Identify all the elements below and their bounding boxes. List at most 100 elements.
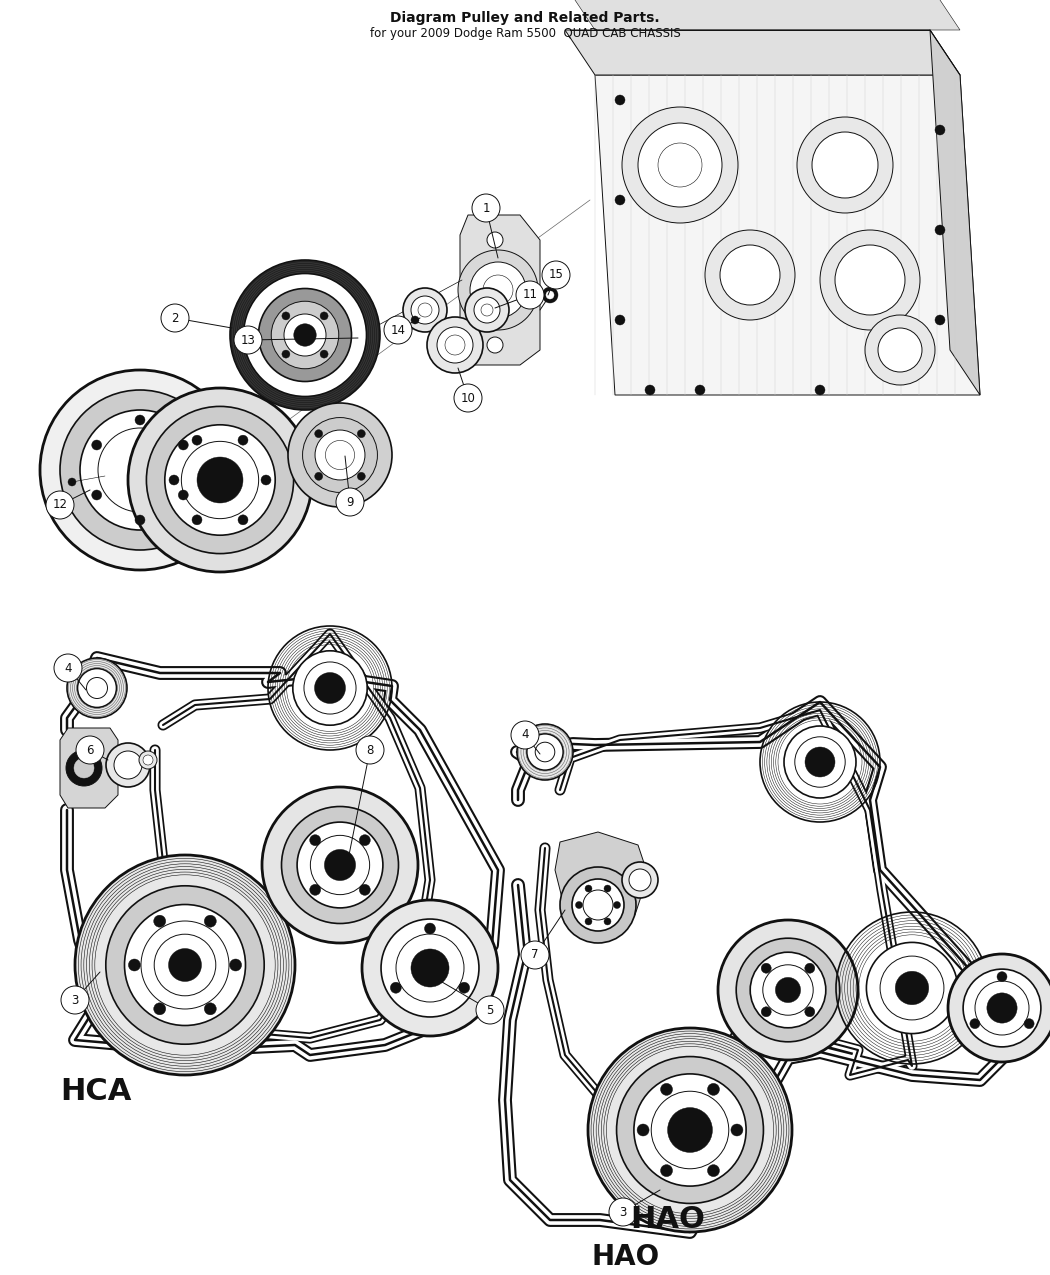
Circle shape bbox=[288, 403, 392, 507]
Circle shape bbox=[511, 720, 539, 748]
Circle shape bbox=[708, 1084, 719, 1095]
Circle shape bbox=[634, 1074, 747, 1186]
Text: 3: 3 bbox=[620, 1205, 627, 1219]
Text: 15: 15 bbox=[548, 269, 564, 282]
Circle shape bbox=[356, 736, 384, 764]
Circle shape bbox=[542, 261, 570, 289]
Circle shape bbox=[310, 835, 320, 845]
Circle shape bbox=[615, 315, 625, 325]
Circle shape bbox=[805, 747, 835, 776]
Circle shape bbox=[585, 885, 592, 892]
Circle shape bbox=[517, 724, 573, 780]
Circle shape bbox=[320, 351, 328, 358]
Circle shape bbox=[761, 1007, 771, 1016]
Text: 5: 5 bbox=[486, 1003, 494, 1016]
Circle shape bbox=[474, 297, 500, 323]
Text: 10: 10 bbox=[461, 391, 476, 404]
Circle shape bbox=[143, 755, 153, 765]
Polygon shape bbox=[460, 215, 540, 365]
Circle shape bbox=[161, 303, 189, 332]
Circle shape bbox=[708, 1164, 719, 1177]
Circle shape bbox=[560, 867, 636, 944]
Circle shape bbox=[230, 959, 242, 972]
Circle shape bbox=[784, 725, 856, 798]
Text: 8: 8 bbox=[366, 743, 374, 756]
Circle shape bbox=[750, 952, 825, 1028]
Circle shape bbox=[153, 1003, 166, 1015]
Circle shape bbox=[668, 1108, 713, 1153]
Circle shape bbox=[629, 870, 651, 891]
Circle shape bbox=[542, 287, 558, 303]
Circle shape bbox=[465, 288, 509, 332]
Circle shape bbox=[963, 969, 1041, 1047]
Circle shape bbox=[61, 986, 89, 1014]
Circle shape bbox=[261, 476, 271, 484]
Circle shape bbox=[128, 388, 312, 572]
Circle shape bbox=[459, 982, 469, 993]
Circle shape bbox=[896, 972, 928, 1005]
Circle shape bbox=[258, 288, 352, 381]
Circle shape bbox=[68, 478, 76, 486]
Circle shape bbox=[357, 472, 365, 481]
Text: HAO: HAO bbox=[592, 1243, 660, 1271]
Circle shape bbox=[178, 440, 188, 450]
Circle shape bbox=[315, 430, 322, 437]
Circle shape bbox=[820, 230, 920, 330]
Circle shape bbox=[302, 417, 377, 492]
Circle shape bbox=[355, 330, 365, 340]
Circle shape bbox=[315, 672, 345, 704]
Circle shape bbox=[135, 515, 145, 525]
Polygon shape bbox=[930, 31, 980, 395]
Circle shape bbox=[271, 301, 339, 368]
Circle shape bbox=[637, 1125, 649, 1136]
Circle shape bbox=[67, 658, 127, 718]
Polygon shape bbox=[60, 728, 118, 808]
Circle shape bbox=[437, 326, 472, 363]
Circle shape bbox=[281, 312, 290, 320]
Circle shape bbox=[797, 117, 892, 213]
Circle shape bbox=[705, 230, 795, 320]
Circle shape bbox=[75, 856, 295, 1075]
Circle shape bbox=[660, 1084, 673, 1095]
Circle shape bbox=[458, 250, 538, 330]
Circle shape bbox=[454, 384, 482, 412]
Circle shape bbox=[66, 750, 102, 785]
Circle shape bbox=[424, 923, 436, 935]
Circle shape bbox=[615, 195, 625, 205]
Circle shape bbox=[1024, 1019, 1034, 1029]
Circle shape bbox=[638, 122, 722, 207]
Circle shape bbox=[324, 849, 356, 881]
Circle shape bbox=[546, 291, 554, 300]
Circle shape bbox=[804, 963, 815, 973]
Text: 4: 4 bbox=[521, 728, 529, 742]
Circle shape bbox=[244, 274, 366, 397]
Circle shape bbox=[731, 1125, 743, 1136]
Text: 9: 9 bbox=[346, 496, 354, 509]
Circle shape bbox=[970, 1019, 980, 1029]
Circle shape bbox=[281, 807, 399, 923]
Circle shape bbox=[622, 862, 658, 898]
Circle shape bbox=[60, 390, 220, 550]
Circle shape bbox=[391, 982, 401, 993]
Circle shape bbox=[487, 232, 503, 249]
Circle shape bbox=[487, 337, 503, 353]
Circle shape bbox=[40, 370, 240, 570]
Circle shape bbox=[359, 835, 371, 845]
Circle shape bbox=[411, 316, 419, 324]
Circle shape bbox=[609, 1198, 637, 1227]
Text: 13: 13 bbox=[240, 334, 255, 347]
Text: 1: 1 bbox=[482, 201, 489, 214]
Circle shape bbox=[128, 959, 141, 972]
Circle shape bbox=[521, 941, 549, 969]
Circle shape bbox=[472, 194, 500, 222]
Circle shape bbox=[775, 978, 800, 1002]
Circle shape bbox=[645, 385, 655, 395]
Circle shape bbox=[411, 949, 449, 987]
Circle shape bbox=[604, 918, 611, 924]
Circle shape bbox=[135, 414, 145, 425]
Text: HAO: HAO bbox=[630, 1205, 705, 1234]
Polygon shape bbox=[565, 31, 960, 75]
Circle shape bbox=[315, 472, 322, 481]
Polygon shape bbox=[555, 833, 648, 929]
Circle shape bbox=[718, 921, 858, 1060]
